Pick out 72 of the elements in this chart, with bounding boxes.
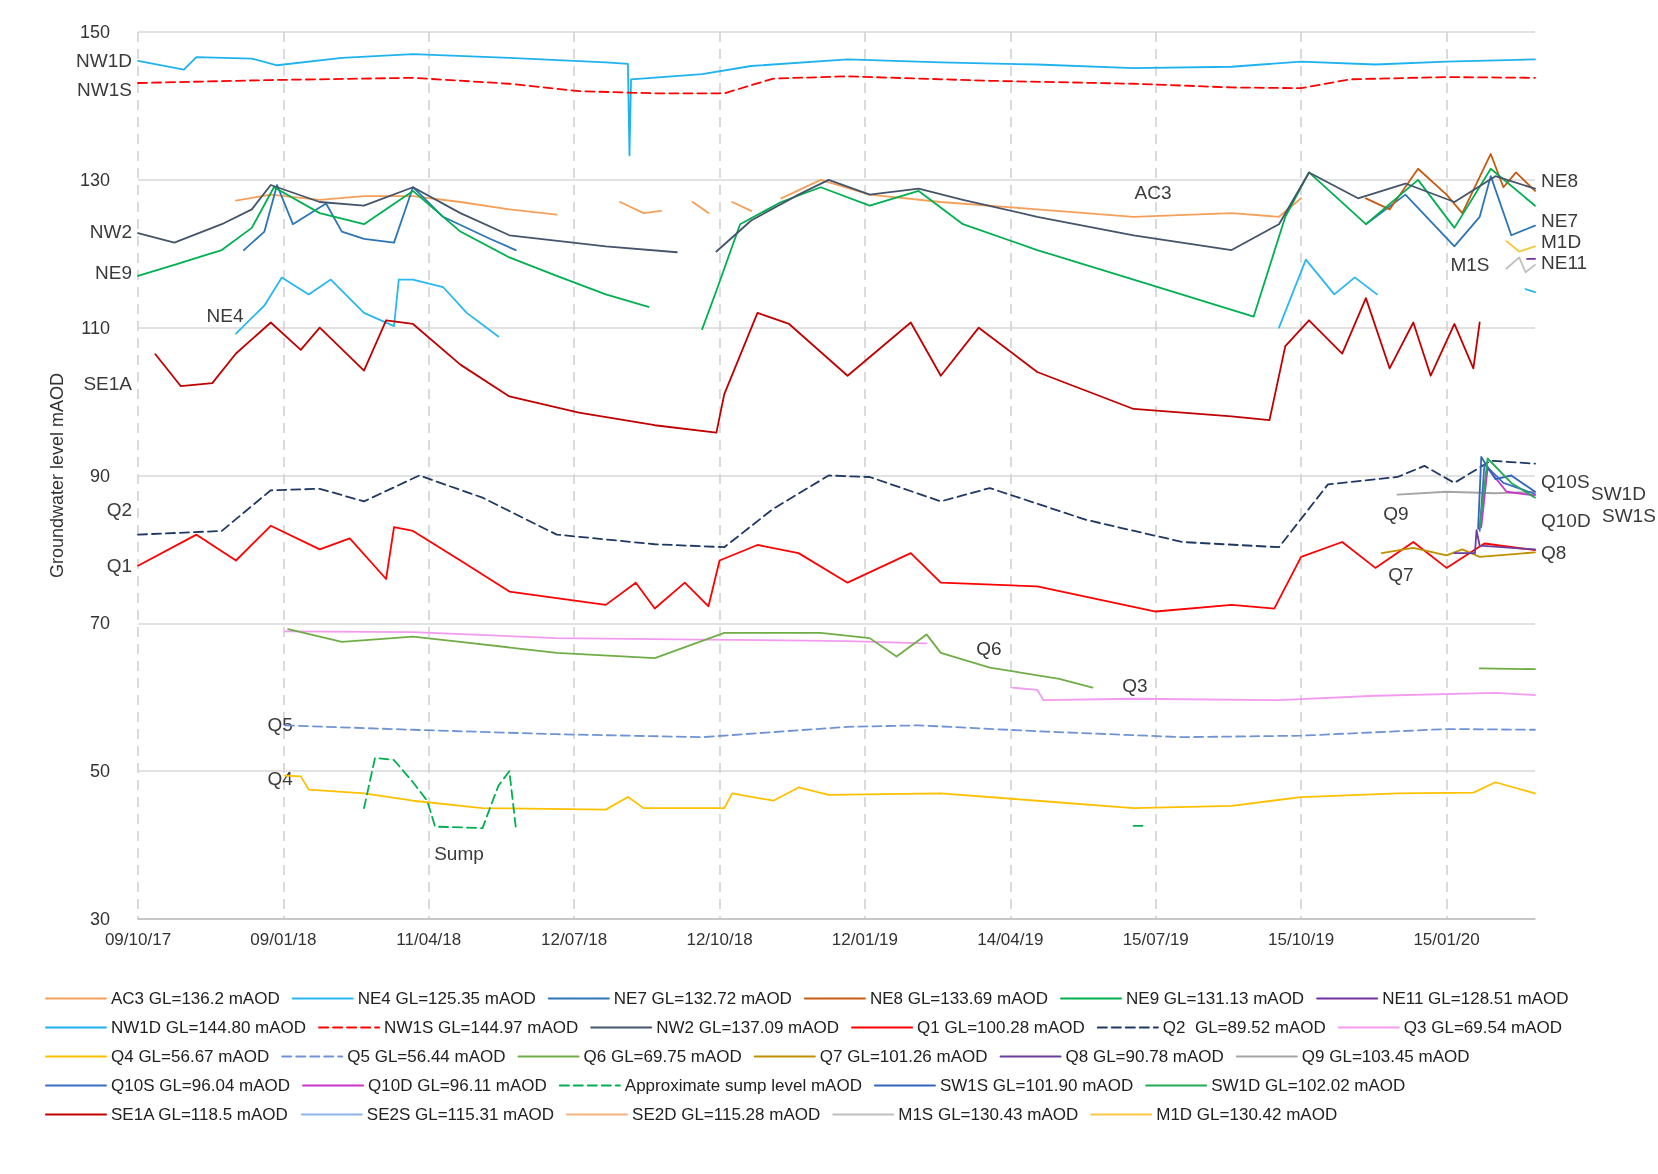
legend-label: NW1D GL=144.80 mAOD [111, 1018, 307, 1037]
legend-label: Q7 GL=101.26 mAOD [819, 1047, 988, 1066]
legend-label: M1D GL=130.42 mAOD [1156, 1105, 1338, 1124]
text: Q2 [106, 498, 132, 520]
x-tick-label: 09/01/18 [250, 930, 317, 949]
legend-label: NE7 GL=132.72 mAOD [613, 989, 792, 1008]
legend-label: AC3 GL=136.2 mAOD [111, 989, 280, 1008]
legend-label: SE2S GL=115.31 mAOD [366, 1105, 555, 1124]
legend-label: SE1A GL=118.5 mAOD [111, 1105, 288, 1124]
x-tick-label: 15/10/19 [1268, 930, 1335, 949]
y-tick-label: 70 [89, 613, 110, 634]
legend-label: NE4 GL=125.35 mAOD [357, 989, 536, 1008]
x-tick-label: 11/04/18 [396, 930, 462, 949]
annotation: AC3 [1134, 181, 1172, 203]
annotation: Q1 [106, 555, 132, 577]
text: SW1S [1602, 504, 1656, 526]
legend-label: Q6 GL=69.75 mAOD [583, 1047, 742, 1066]
annotation: NE4 [206, 304, 244, 326]
legend-label: Q4 GL=56.67 mAOD [111, 1047, 270, 1066]
x-tick-label: 15/07/19 [1122, 930, 1189, 949]
legend-label: NW1S GL=144.97 mAOD [384, 1018, 579, 1037]
text: NW1S [77, 78, 132, 100]
legend-label: Q9 GL=103.45 mAOD [1301, 1047, 1470, 1066]
legend-label: SW1D GL=102.02 mAOD [1211, 1076, 1406, 1095]
legend-label: SW1S GL=101.90 mAOD [939, 1076, 1134, 1095]
x-tick-label: 09/10/17 [104, 930, 172, 949]
legend-label: NE11 GL=128.51 mAOD [1382, 989, 1569, 1008]
legend-label: NE8 GL=133.69 mAOD [869, 989, 1049, 1008]
text: Q10D [1541, 509, 1591, 531]
text: Q10S [1541, 470, 1590, 492]
annotation: M1S [1450, 253, 1490, 275]
legend-label: SE2D GL=115.28 mAOD [632, 1105, 821, 1124]
annotation: NE9 [95, 261, 132, 283]
legend-label: NW2 GL=137.09 mAOD [656, 1018, 840, 1037]
annotation: Q8 [1541, 541, 1567, 563]
legend-label: M1S GL=130.43 mAOD [898, 1105, 1079, 1124]
text: NE8 [1541, 169, 1578, 191]
annotation: Q9 [1383, 502, 1409, 524]
y-axis-title: Groundwater level mAOD [47, 372, 67, 579]
x-tick-label: 15/01/20 [1413, 930, 1480, 949]
y-tick-label: 130 [79, 169, 110, 190]
x-tick-label: 12/10/18 [686, 930, 753, 949]
x-tick-label: 14/04/19 [977, 930, 1044, 949]
annotation: Q5 [267, 714, 293, 736]
legend-label: Q10S GL=96.04 mAOD [111, 1076, 291, 1095]
text: SE1A [83, 372, 133, 394]
annotation: Q3 [1122, 674, 1148, 696]
y-tick-label: 110 [81, 317, 110, 338]
legend-label: Q5 GL=56.44 mAOD [347, 1047, 506, 1066]
legend-label: Approximate sump level mAOD [624, 1076, 862, 1095]
annotation: NW2 [89, 221, 132, 243]
legend-label: NE9 GL=131.13 mAOD [1126, 989, 1305, 1008]
legend-label: Q3 GL=69.54 mAOD [1403, 1018, 1563, 1037]
annotation: Q6 [976, 637, 1002, 659]
y-tick-label: 150 [79, 22, 110, 42]
y-tick-label: 30 [89, 909, 110, 929]
annotation: SW1D [1591, 482, 1646, 504]
annotation: Sump [434, 842, 484, 864]
x-tick-label: 12/07/18 [541, 930, 608, 949]
annotation: NW1D [76, 50, 132, 72]
legend-label: Q1 GL=100.28 mAOD [917, 1018, 1085, 1037]
annotation: Q4 [267, 768, 294, 790]
x-tick-label: 12/01/19 [831, 930, 899, 949]
legend-label: Q2 GL=89.52 mAOD [1162, 1018, 1326, 1037]
y-tick-label: 90 [89, 465, 110, 486]
annotation: M1D [1541, 230, 1582, 252]
annotation: NE11 [1541, 252, 1588, 274]
y-tick-label: 50 [89, 761, 110, 782]
annotation: NE7 [1541, 209, 1578, 231]
annotation: Q7 [1388, 563, 1414, 585]
legend-label: Q8 GL=90.78 mAOD [1065, 1047, 1224, 1066]
legend-label: Q10D GL=96.11 mAOD [368, 1076, 547, 1095]
